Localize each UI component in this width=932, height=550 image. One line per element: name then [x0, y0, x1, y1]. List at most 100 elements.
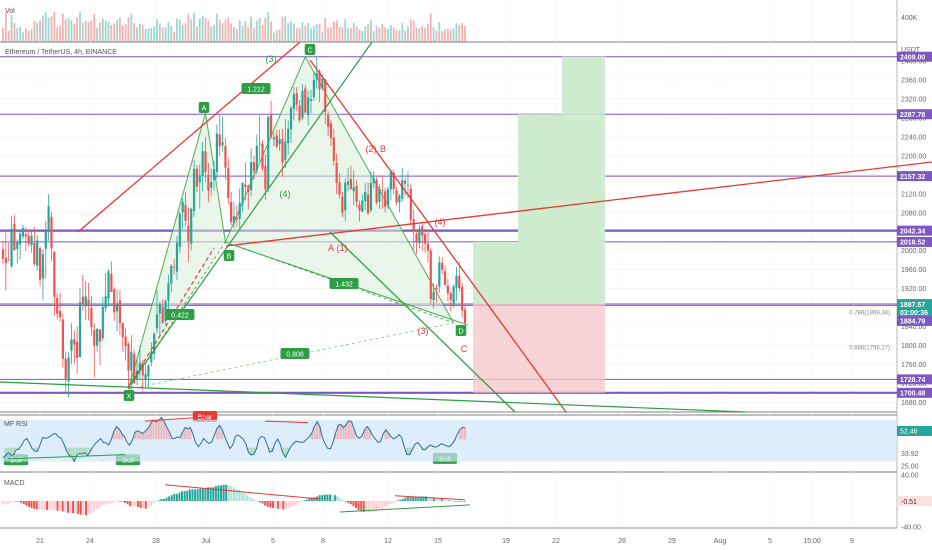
volume-bar	[401, 23, 404, 42]
macd-bar	[334, 495, 337, 501]
macd-bar	[339, 498, 342, 501]
candle-body	[426, 243, 430, 251]
rsi-title: MF RSI	[4, 421, 28, 428]
macd-bar	[175, 493, 178, 501]
volume-bar	[318, 23, 321, 42]
volume-bar	[235, 29, 238, 42]
candle-body	[24, 234, 27, 237]
macd-bar	[188, 489, 191, 501]
macd-bar	[194, 489, 197, 501]
volume-bar	[158, 23, 161, 42]
candle-body	[384, 191, 387, 207]
macd-bar	[414, 497, 417, 501]
candle-body	[352, 187, 355, 192]
red-rising-line	[225, 161, 932, 247]
point-label: A	[202, 106, 207, 113]
price-axis[interactable]: 2400.002360.002320.002280.002240.002200.…	[897, 15, 932, 532]
macd-bar	[243, 493, 246, 501]
macd-bar	[53, 501, 56, 511]
macd-bar	[87, 501, 90, 514]
macd-bar	[9, 501, 12, 503]
grid	[0, 0, 897, 527]
price-label: 2409.00	[900, 55, 925, 62]
horizontal-levels	[0, 56, 897, 394]
macd-title: MACD	[4, 480, 25, 487]
time-axis[interactable]: 21 24 28 Jul 5 8 12 15 19 22 26 29 Aug 5 15:00 9	[0, 527, 897, 545]
macd-bar	[157, 500, 160, 501]
macd-bar	[235, 489, 238, 501]
macd-bar	[209, 487, 212, 501]
candle-body	[267, 116, 270, 190]
volume-bar	[429, 13, 432, 42]
macd-bar	[256, 501, 259, 502]
candle-body	[181, 201, 184, 213]
candle-body	[315, 72, 318, 79]
time-tick: 21	[36, 538, 44, 545]
wave-label: B	[380, 144, 386, 154]
macd-bar	[347, 501, 350, 503]
price-candles	[1, 56, 467, 397]
macd-bar	[458, 501, 461, 502]
volume-bar	[438, 22, 441, 42]
volume-bar	[96, 28, 99, 42]
price-tick: 2320.00	[901, 96, 926, 103]
candle-body	[93, 329, 96, 346]
macd-bar	[308, 498, 311, 501]
price-label: 1887.57	[900, 302, 925, 309]
pattern-leg	[128, 241, 226, 390]
candle-body	[210, 181, 213, 188]
macd-bar	[207, 487, 210, 501]
volume-bar	[421, 25, 424, 42]
ratio-label-bg	[165, 309, 195, 320]
macd-bar	[464, 501, 466, 502]
candle-body	[38, 248, 42, 280]
volume-bar	[136, 27, 138, 42]
candle-body	[198, 175, 201, 183]
rsi-band	[0, 419, 897, 462]
volume-bar	[415, 27, 418, 42]
time-tick: 12	[384, 538, 392, 545]
macd-bar	[181, 491, 184, 501]
macd-bar	[313, 497, 316, 501]
candle-body	[452, 286, 455, 305]
volume-bar	[347, 28, 349, 42]
candle-body	[250, 162, 253, 190]
candle-body	[398, 195, 401, 203]
volume-bar	[330, 27, 332, 42]
candle-body	[406, 184, 410, 186]
volume-bar	[375, 26, 378, 42]
wave-label: A	[328, 243, 334, 253]
volume-pane-title: Vol	[5, 8, 15, 15]
point-label: X	[127, 394, 132, 401]
candle-body	[13, 224, 16, 251]
macd-bar	[445, 500, 448, 501]
point-label: D	[458, 329, 463, 336]
divergence-line	[7, 454, 126, 460]
candle-body	[332, 137, 335, 162]
macd-bar	[46, 501, 49, 511]
macd-bar	[370, 501, 373, 513]
price-label-bg	[897, 236, 932, 247]
macd-bar	[144, 501, 147, 509]
macd-bar	[329, 494, 332, 501]
volume-bar	[193, 12, 195, 42]
trendlines[interactable]	[0, 41, 932, 413]
candle-body	[284, 141, 287, 161]
fib-label: 0.886(1796.17)	[849, 345, 890, 351]
macd-bar	[227, 485, 230, 501]
macd-bar	[25, 501, 28, 506]
candle-body	[101, 306, 104, 338]
macd-bar	[342, 499, 345, 501]
macd-bar	[90, 501, 93, 514]
volume-bar	[207, 20, 210, 42]
candle-body	[307, 97, 310, 116]
volume-bar	[395, 30, 398, 42]
macd-bar	[108, 501, 111, 505]
volume-bar	[50, 16, 53, 42]
time-tick: 5	[271, 538, 275, 545]
candle-body	[192, 169, 196, 211]
position-tool[interactable]	[473, 56, 605, 393]
macd-bar	[113, 501, 116, 503]
time-tick: 26	[618, 538, 626, 545]
